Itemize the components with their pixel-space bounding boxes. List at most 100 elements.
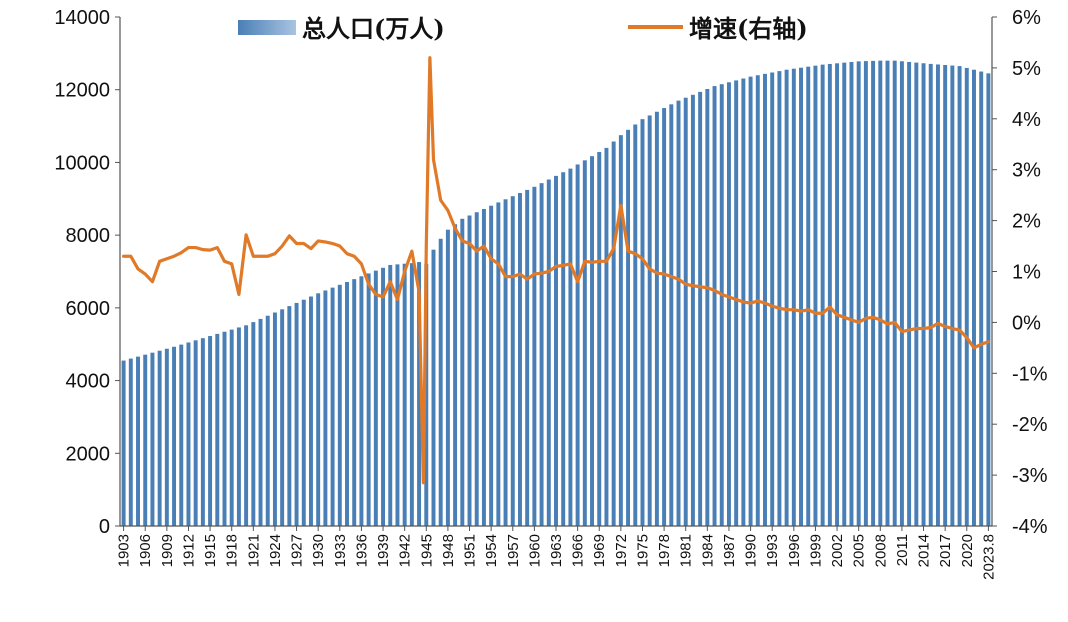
population-bar — [712, 86, 717, 526]
population-bar — [222, 331, 227, 526]
x-tick-label: 1999 — [807, 534, 824, 567]
population-bar — [164, 348, 169, 526]
x-tick-label: 1945 — [418, 534, 435, 567]
x-tick-label: 1939 — [375, 534, 392, 567]
right-tick-label: -4% — [1012, 516, 1048, 538]
population-bar — [849, 62, 854, 526]
population-bars — [121, 60, 991, 527]
population-bar — [633, 124, 638, 526]
population-bar — [899, 61, 904, 526]
growth-rate-line — [122, 56, 990, 485]
x-tick-label: 1996 — [786, 534, 803, 567]
population-bar — [236, 327, 241, 526]
right-tick-label: 3% — [1012, 160, 1041, 182]
x-tick-label: 1924 — [267, 534, 284, 567]
population-bar — [784, 69, 789, 526]
population-bar — [979, 71, 984, 526]
x-tick-label: 1963 — [548, 534, 565, 567]
population-bar — [208, 336, 213, 526]
x-tick-label: 1921 — [245, 534, 262, 567]
population-bar — [532, 186, 537, 527]
population-bar — [460, 218, 465, 526]
population-bar — [345, 281, 349, 526]
population-bar — [258, 318, 263, 526]
population-bar — [604, 147, 609, 526]
population-bar — [669, 104, 674, 526]
x-tick-label: 1966 — [570, 534, 587, 567]
x-tick-label: 1990 — [743, 534, 760, 567]
population-bar — [510, 196, 515, 527]
x-tick-label: 1960 — [526, 534, 543, 567]
left-tick-label: 4000 — [66, 371, 111, 393]
x-tick-label: 2014 — [916, 534, 933, 567]
x-tick-label: 2017 — [937, 534, 954, 567]
population-bar — [582, 160, 587, 526]
population-bar — [172, 346, 177, 526]
population-bar — [835, 63, 840, 526]
x-tick-label: 1993 — [764, 534, 781, 567]
population-bar — [157, 350, 162, 526]
population-bar — [921, 63, 926, 526]
population-bar — [229, 329, 234, 526]
population-bar — [618, 135, 623, 526]
population-bar — [308, 296, 313, 526]
population-bar — [871, 60, 876, 527]
population-bar — [474, 212, 479, 527]
left-tick-label: 0 — [99, 516, 110, 538]
population-bar — [907, 61, 912, 526]
x-tick-label: 2011 — [894, 534, 911, 566]
population-bar — [734, 80, 739, 526]
population-bar — [806, 66, 811, 526]
population-bar — [381, 267, 386, 526]
population-bar — [791, 68, 796, 526]
population-bar — [272, 312, 277, 526]
population-bar — [503, 199, 508, 527]
population-bar — [453, 224, 458, 527]
population-bar — [878, 60, 883, 526]
x-tick-label: 2005 — [851, 534, 868, 567]
x-tick-label: 1954 — [483, 534, 500, 567]
right-tick-label: 0% — [1012, 312, 1041, 334]
right-tick-label: -1% — [1012, 363, 1048, 385]
x-tick-label: 1930 — [310, 534, 327, 567]
x-tick-label: 1951 — [462, 534, 479, 567]
population-bar — [842, 62, 847, 526]
population-bar — [777, 71, 782, 526]
population-bar — [121, 360, 126, 526]
x-tick-label: 1984 — [699, 534, 716, 567]
population-bar — [251, 322, 256, 526]
population-bar — [856, 61, 861, 527]
population-bar — [676, 100, 681, 527]
population-bar — [294, 302, 299, 526]
population-bar — [972, 69, 976, 526]
x-tick-label: 1903 — [116, 534, 133, 567]
population-bar — [402, 263, 407, 526]
x-tick-label: 2008 — [872, 534, 889, 567]
population-bar — [489, 205, 494, 526]
population-bar — [128, 358, 133, 526]
x-tick-label: 1957 — [505, 534, 522, 567]
population-bar — [597, 152, 602, 526]
population-bar — [316, 293, 321, 526]
population-bar — [409, 263, 414, 526]
right-tick-label: -2% — [1012, 414, 1048, 436]
x-tick-label: 1936 — [353, 534, 370, 567]
right-tick-label: 1% — [1012, 262, 1041, 284]
population-bar — [287, 306, 292, 526]
x-tick-label: 1975 — [635, 534, 652, 567]
left-axis-ticks: 0 2000 4000 6000 8000 10000 12000 14000 — [54, 7, 120, 538]
population-bar — [330, 287, 335, 526]
population-bar — [215, 333, 220, 526]
x-tick-label: 1927 — [289, 534, 306, 567]
legend-population-label: 总人口(万人) — [302, 14, 445, 43]
right-tick-label: 5% — [1012, 58, 1041, 80]
x-tick-label: 2002 — [829, 534, 846, 567]
population-bar — [928, 63, 933, 527]
population-bar — [150, 352, 155, 526]
population-bar — [885, 60, 890, 526]
population-bar — [481, 208, 486, 526]
population-bar — [438, 238, 443, 526]
population-bar — [964, 67, 969, 527]
left-tick-label: 14000 — [54, 7, 110, 29]
left-tick-label: 2000 — [66, 443, 111, 465]
